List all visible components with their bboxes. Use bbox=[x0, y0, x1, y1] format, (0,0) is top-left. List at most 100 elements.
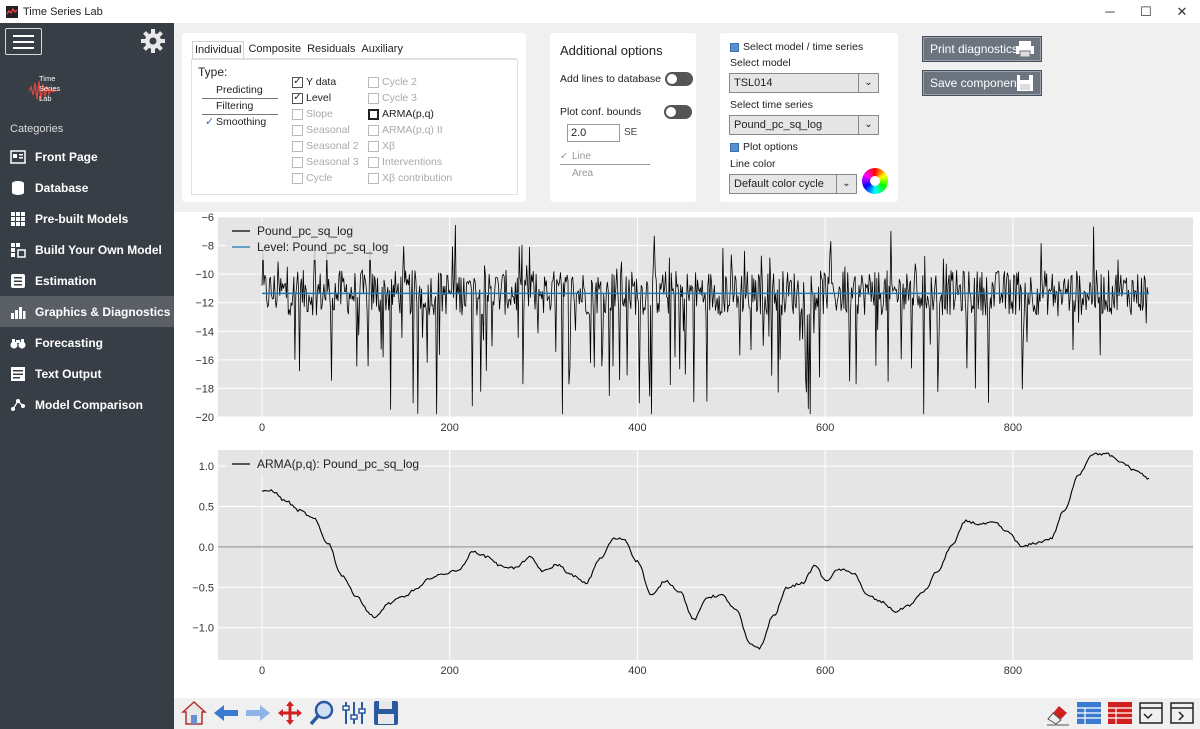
floppy-icon bbox=[1017, 75, 1033, 91]
zoom-icon bbox=[309, 700, 334, 726]
checkbox-slope[interactable]: Slope bbox=[292, 106, 359, 122]
x-tick-label: 0 bbox=[259, 665, 265, 677]
color-wheel-icon[interactable] bbox=[862, 168, 888, 194]
logo-text: Time Series Lab bbox=[39, 74, 61, 103]
home-icon bbox=[181, 700, 207, 725]
sidebar-item-pre-built-models[interactable]: Pre-built Models bbox=[0, 203, 174, 234]
add-lines-toggle[interactable] bbox=[665, 72, 693, 86]
checkbox-seasonal-2[interactable]: Seasonal 2 bbox=[292, 138, 359, 154]
checkbox-box: ✓ bbox=[292, 92, 303, 104]
type-option-predicting[interactable]: Predicting bbox=[202, 83, 278, 99]
layout-2-button[interactable] bbox=[1106, 699, 1134, 727]
checkbox-cycle-3[interactable]: Cycle 3 bbox=[368, 90, 452, 106]
y-tick-label: 0.0 bbox=[199, 542, 214, 554]
forward-button[interactable] bbox=[244, 699, 272, 727]
maximize-button[interactable]: ☐ bbox=[1140, 3, 1152, 19]
configure-button[interactable] bbox=[340, 699, 368, 727]
layout-1-icon bbox=[1077, 702, 1101, 724]
back-button[interactable] bbox=[212, 699, 240, 727]
plot-options-header[interactable]: Plot options bbox=[730, 141, 798, 153]
build-model-icon bbox=[11, 242, 26, 258]
zoom-button[interactable] bbox=[308, 699, 336, 727]
checkbox-level[interactable]: ✓ Level bbox=[292, 92, 332, 104]
layout-3-icon bbox=[1139, 702, 1163, 724]
x-tick-label: 800 bbox=[1004, 665, 1022, 677]
sidebar-item-text-output[interactable]: Text Output bbox=[0, 358, 174, 389]
y-tick-label: −16 bbox=[195, 355, 214, 367]
checkbox-seasonal-3[interactable]: Seasonal 3 bbox=[292, 154, 359, 170]
conf-bound-input[interactable]: 2.0 bbox=[567, 124, 620, 142]
y-tick-label: −14 bbox=[195, 326, 214, 338]
line-color-dropdown[interactable]: Default color cycle ⌄ bbox=[729, 174, 857, 194]
plot-conf-toggle[interactable] bbox=[664, 105, 693, 119]
checkbox-y-data[interactable]: ✓ Y data bbox=[292, 76, 337, 88]
save-components-button[interactable]: Save components bbox=[922, 70, 1042, 96]
checkbox-x-beta[interactable]: Xβ bbox=[368, 138, 452, 154]
conf-style-area[interactable]: Area bbox=[572, 168, 594, 179]
forecasting-icon bbox=[10, 338, 26, 348]
type-option-smoothing[interactable]: ✓ Smoothing bbox=[205, 116, 267, 128]
sidebar-item-front-page[interactable]: Front Page bbox=[0, 141, 174, 172]
layout-3-button[interactable] bbox=[1137, 699, 1165, 727]
layout-2-icon bbox=[1108, 702, 1132, 724]
home-button[interactable] bbox=[180, 699, 208, 727]
sidebar-item-estimation[interactable]: Estimation bbox=[0, 265, 174, 296]
sidebar-item-label: Forecasting bbox=[35, 335, 104, 350]
se-label: SE bbox=[624, 127, 638, 138]
checkbox-interventions[interactable]: Interventions bbox=[368, 154, 452, 170]
sidebar-item-label: Database bbox=[35, 180, 89, 195]
layout-1-button[interactable] bbox=[1075, 699, 1103, 727]
series-dropdown[interactable]: Pound_pc_sq_log ⌄ bbox=[729, 115, 879, 135]
plot-options-icon bbox=[730, 142, 739, 152]
checkbox-cycle-2[interactable]: Cycle 2 bbox=[368, 74, 452, 90]
pan-button[interactable] bbox=[276, 699, 304, 727]
sidebar-item-forecasting[interactable]: Forecasting bbox=[0, 327, 174, 358]
pre-built-models-icon bbox=[11, 211, 25, 226]
save-figure-button[interactable] bbox=[372, 699, 400, 727]
menu-toggle-button[interactable] bbox=[5, 28, 42, 55]
pan-icon bbox=[278, 701, 302, 725]
plot-conf-label: Plot conf. bounds bbox=[560, 106, 642, 118]
sidebar-item-build-your-own-model[interactable]: Build Your Own Model bbox=[0, 234, 174, 265]
sidebar-item-database[interactable]: Database bbox=[0, 172, 174, 203]
graphics-icon bbox=[11, 306, 26, 319]
tab-individual[interactable]: Individual bbox=[192, 41, 245, 58]
tab-auxiliary[interactable]: Auxiliary bbox=[361, 43, 403, 55]
plot-toolbar bbox=[174, 698, 1200, 729]
text-output-icon bbox=[11, 366, 25, 381]
sidebar-item-label: Front Page bbox=[35, 149, 98, 164]
close-button[interactable]: ✕ bbox=[1176, 3, 1188, 19]
tab-composite[interactable]: Composite bbox=[248, 43, 302, 55]
checkbox-arma-ii[interactable]: ARMA(p,q) II bbox=[368, 122, 452, 138]
y-tick-label: −20 bbox=[195, 412, 214, 424]
sidebar-item-model-comparison[interactable]: Model Comparison bbox=[0, 389, 174, 420]
window-title: Time Series Lab bbox=[23, 5, 103, 18]
print-diagnostics-button[interactable]: Print diagnostics bbox=[922, 36, 1042, 62]
y-tick-label: −18 bbox=[195, 383, 214, 395]
y-tick-label: −8 bbox=[201, 241, 214, 253]
conf-style-line[interactable]: ✓ Line bbox=[560, 149, 650, 165]
plot-area[interactable]: 0 200 400 600 800 −6 −8 −10 −12 −14 −16 −18 −20 Pound… bbox=[174, 212, 1200, 698]
checkbox-arma[interactable]: ARMA(p,q) bbox=[368, 106, 452, 122]
checkbox-x-beta-contribution[interactable]: Xβ contribution bbox=[368, 170, 452, 186]
front-page-icon bbox=[10, 149, 26, 164]
type-option-filtering[interactable]: Filtering bbox=[202, 99, 278, 115]
layout-4-button[interactable] bbox=[1168, 699, 1196, 727]
minimize-button[interactable]: ─ bbox=[1105, 4, 1115, 19]
sidebar-item-graphics-diagnostics[interactable]: Graphics & Diagnostics bbox=[0, 296, 174, 327]
model-dropdown[interactable]: TSL014 ⌄ bbox=[729, 73, 879, 93]
check-icon: ✓ bbox=[205, 116, 215, 128]
checkbox-cycle[interactable]: Cycle bbox=[292, 170, 359, 186]
model-comparison-icon bbox=[11, 398, 25, 411]
sidebar-item-label: Model Comparison bbox=[35, 397, 144, 412]
gear-icon[interactable] bbox=[140, 28, 166, 54]
y-tick-label: 1.0 bbox=[199, 461, 214, 473]
back-icon bbox=[214, 705, 238, 721]
checkbox-seasonal[interactable]: Seasonal bbox=[292, 122, 359, 138]
legend-label-y-data: Pound_pc_sq_log bbox=[257, 224, 353, 238]
select-model-header: Select model / time series bbox=[730, 41, 863, 53]
eraser-icon bbox=[1047, 706, 1069, 726]
eraser-button[interactable] bbox=[1044, 699, 1072, 727]
tab-residuals[interactable]: Residuals bbox=[307, 43, 356, 55]
sidebar-item-label: Text Output bbox=[35, 366, 102, 381]
